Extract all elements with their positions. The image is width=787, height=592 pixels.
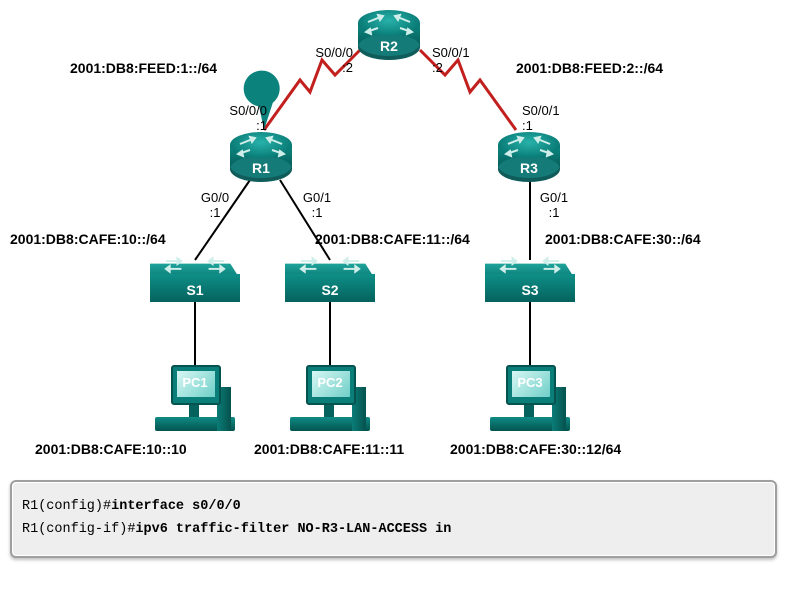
if-r3-g01-name: G0/1 xyxy=(540,190,568,205)
switch-s3: S3 xyxy=(485,258,575,302)
switch-s3-label: S3 xyxy=(485,282,575,298)
if-r2-s001-addr: :2 xyxy=(432,60,443,75)
router-r2: R2 xyxy=(358,10,420,60)
if-r2-s000-addr: :2 xyxy=(342,60,353,75)
pc3-label: PC3 xyxy=(505,375,555,390)
if-r1-g01-name: G0/1 xyxy=(303,190,331,205)
pc2-label: PC2 xyxy=(305,375,355,390)
if-r3-s001-name: S0/0/1 xyxy=(522,103,560,118)
if-r2-s001: S0/0/1 :2 xyxy=(432,45,492,75)
net-feed2: 2001:DB8:FEED:2::/64 xyxy=(516,60,663,76)
if-r1-g00-addr: :1 xyxy=(210,205,221,220)
if-r2-s000: S0/0/0 :2 xyxy=(293,45,353,75)
cli-output: R1(config)#interface s0/0/0 R1(config-if… xyxy=(10,480,777,558)
pc1-label: PC1 xyxy=(170,375,220,390)
cli-line2-cmd: ipv6 traffic-filter NO-R3-LAN-ACCESS in xyxy=(135,522,451,537)
router-r3: R3 xyxy=(498,132,560,182)
cli-line2-prompt: R1(config-if)# xyxy=(22,522,135,537)
cli-line-2: R1(config-if)#ipv6 traffic-filter NO-R3-… xyxy=(22,519,765,542)
if-r1-g01: G0/1 :1 xyxy=(297,190,337,220)
router-r1-label: R1 xyxy=(230,160,292,176)
switch-s2-label: S2 xyxy=(285,282,375,298)
if-r3-s001: S0/0/1 :1 xyxy=(522,103,582,133)
if-r1-g01-addr: :1 xyxy=(312,205,323,220)
if-r1-g00: G0/0 :1 xyxy=(195,190,235,220)
cli-line-1: R1(config)#interface s0/0/0 xyxy=(22,496,765,519)
router-r3-label: R3 xyxy=(498,160,560,176)
cli-line1-cmd: interface s0/0/0 xyxy=(111,499,241,514)
switch-s1-label: S1 xyxy=(150,282,240,298)
net-feed1: 2001:DB8:FEED:1::/64 xyxy=(70,60,217,76)
pc-2: PC2 xyxy=(290,365,370,431)
net-cafe30: 2001:DB8:CAFE:30::/64 xyxy=(545,231,701,247)
if-r1-g00-name: G0/0 xyxy=(201,190,229,205)
switch-s1: S1 xyxy=(150,258,240,302)
net-cafe10: 2001:DB8:CAFE:10::/64 xyxy=(10,231,166,247)
switch-s2: S2 xyxy=(285,258,375,302)
cli-line1-prompt: R1(config)# xyxy=(22,499,111,514)
router-r2-label: R2 xyxy=(358,38,420,54)
if-r1-s000-addr: :1 xyxy=(256,118,267,133)
if-r2-s000-name: S0/0/0 xyxy=(315,45,353,60)
router-r1: R1 xyxy=(230,132,292,182)
net-cafe11: 2001:DB8:CAFE:11::/64 xyxy=(315,231,470,247)
if-r3-s001-addr: :1 xyxy=(522,118,533,133)
if-r1-s000-name: S0/0/0 xyxy=(229,103,267,118)
addr-pc2: 2001:DB8:CAFE:11::11 xyxy=(254,441,404,457)
addr-pc1: 2001:DB8:CAFE:10::10 xyxy=(35,441,187,457)
topology-canvas: R2 R1 R3 S1 xyxy=(0,0,787,470)
if-r1-s000: S0/0/0 :1 xyxy=(207,103,267,133)
if-r3-g01-addr: :1 xyxy=(549,205,560,220)
if-r2-s001-name: S0/0/1 xyxy=(432,45,470,60)
pc-3: PC3 xyxy=(490,365,570,431)
if-r3-g01: G0/1 :1 xyxy=(534,190,574,220)
pc-1: PC1 xyxy=(155,365,235,431)
addr-pc3: 2001:DB8:CAFE:30::12/64 xyxy=(450,441,621,457)
